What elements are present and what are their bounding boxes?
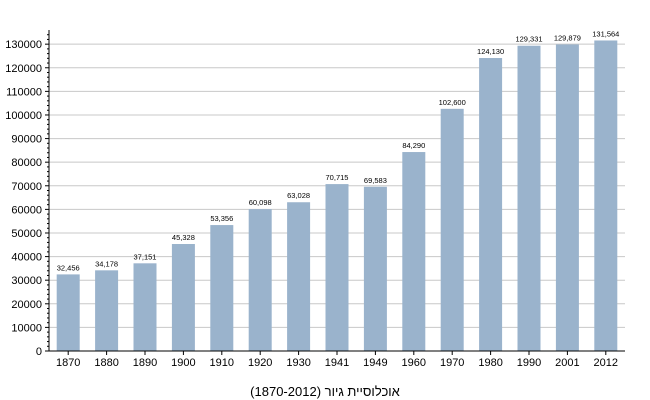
x-tick-label-1949: 1949 <box>363 357 387 369</box>
y-tick-label: 80000 <box>11 157 42 169</box>
y-tick-label: 50000 <box>11 228 42 240</box>
y-tick-label: 130000 <box>5 39 42 51</box>
y-tick-label: 0 <box>36 346 42 358</box>
bar-1930 <box>287 202 311 351</box>
x-tick-label-1870: 1870 <box>56 357 80 369</box>
data-label-1941: 70,715 <box>326 173 349 182</box>
x-tick-label-1941: 1941 <box>325 357 349 369</box>
x-tick-label-1970: 1970 <box>440 357 464 369</box>
x-tick-label-1920: 1920 <box>248 357 272 369</box>
y-tick-label: 60000 <box>11 204 42 216</box>
bar-1990 <box>517 45 541 351</box>
chart-caption: אוכלוסיית גיור (1870-2012) <box>250 384 400 399</box>
data-label-1960: 84,290 <box>402 141 425 150</box>
y-tick-label: 120000 <box>5 63 42 75</box>
x-tick-label-1880: 1880 <box>94 357 118 369</box>
x-tick-label-2012: 2012 <box>594 357 618 369</box>
x-tick-label-1990: 1990 <box>517 357 541 369</box>
y-tick-label: 20000 <box>11 299 42 311</box>
data-label-2012: 131,564 <box>592 29 619 38</box>
data-label-1870: 32,456 <box>57 263 80 272</box>
bar-1960 <box>402 152 426 351</box>
x-tick-label-1900: 1900 <box>171 357 195 369</box>
bar-2001 <box>555 44 579 352</box>
data-label-1990: 129,331 <box>515 35 542 44</box>
bar-1890 <box>133 263 157 351</box>
y-tick-label: 30000 <box>11 275 42 287</box>
data-labels-group: 32,456 34,178 37,151 45,328 53,356 60,098 63,0… <box>57 29 620 272</box>
data-label-1880: 34,178 <box>95 259 118 268</box>
data-label-1910: 53,356 <box>210 214 233 223</box>
y-tick-label: 40000 <box>11 252 42 264</box>
bar-1910 <box>210 225 234 351</box>
y-tick-label: 70000 <box>11 181 42 193</box>
data-label-1920: 60,098 <box>249 198 272 207</box>
x-tick-label-2001: 2001 <box>555 357 579 369</box>
y-tick-label: 90000 <box>11 134 42 146</box>
y-tick-label: 110000 <box>6 86 42 98</box>
y-tick-label: 100000 <box>5 110 42 122</box>
x-tick-label-1890: 1890 <box>133 357 157 369</box>
bar-1941 <box>325 184 349 351</box>
bar-1970 <box>440 108 464 351</box>
data-label-1970: 102,600 <box>439 98 466 107</box>
bar-1880 <box>95 270 119 351</box>
data-label-2001: 129,879 <box>554 33 581 42</box>
y-tick-label: 10000 <box>11 322 42 334</box>
bar-1949 <box>363 186 387 351</box>
bars-group <box>56 40 618 352</box>
bar-1900 <box>171 244 195 351</box>
data-label-1930: 63,028 <box>287 191 310 200</box>
bar-1980 <box>479 58 503 351</box>
x-tick-label-1960: 1960 <box>402 357 426 369</box>
bar-2012 <box>594 40 618 351</box>
data-label-1900: 45,328 <box>172 233 195 242</box>
bar-1920 <box>248 209 272 351</box>
data-label-1949: 69,583 <box>364 176 387 185</box>
x-tick-label-1980: 1980 <box>478 357 502 369</box>
x-tick-label-1930: 1930 <box>286 357 310 369</box>
data-label-1980: 124,130 <box>477 47 504 56</box>
axes-group: 0 10000 20000 30000 40000 50000 60000 70000 8000… <box>5 30 625 369</box>
bar-1870 <box>56 274 80 351</box>
data-label-1890: 37,151 <box>134 252 157 261</box>
x-tick-label-1910: 1910 <box>210 357 234 369</box>
